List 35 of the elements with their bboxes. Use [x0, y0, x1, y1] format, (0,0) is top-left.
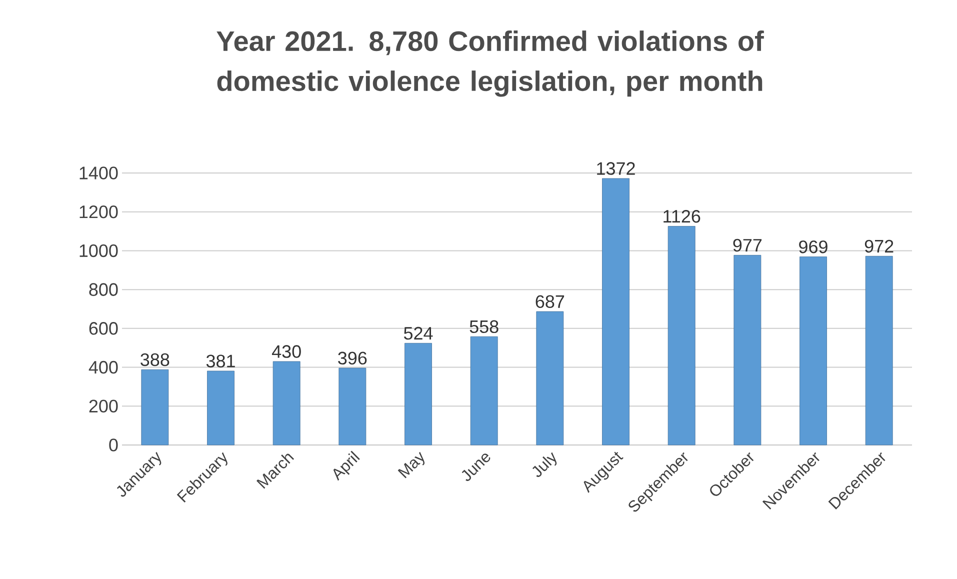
- data-label: 977: [733, 238, 762, 252]
- data-label: 524: [404, 326, 433, 340]
- data-label: 396: [338, 352, 367, 365]
- y-tick-label: 0: [109, 438, 118, 452]
- data-label: 972: [864, 240, 894, 253]
- data-label: 687: [536, 295, 564, 308]
- x-tick-label: July: [532, 452, 557, 477]
- data-label: 388: [140, 353, 170, 366]
- bar: [338, 368, 366, 446]
- bar: [536, 311, 564, 446]
- x-tick-label: May: [398, 452, 425, 478]
- data-label: 558: [470, 320, 498, 334]
- data-label: 1372: [597, 162, 635, 175]
- y-tick-label: 1200: [80, 205, 118, 218]
- bar: [602, 178, 630, 446]
- chart-title: Year 2021. 8,780 Confirmed violations of domestic violence legislation, per month: [216, 30, 764, 97]
- bar: [272, 361, 300, 446]
- y-tick-label: 800: [89, 283, 118, 296]
- data-label: 1126: [664, 210, 700, 223]
- bar: [865, 256, 893, 446]
- data-label: 381: [206, 354, 235, 368]
- bar: [207, 370, 234, 446]
- bar: [404, 342, 432, 446]
- bar: [668, 226, 696, 446]
- y-tick-label: 600: [89, 322, 118, 335]
- bar: [470, 336, 498, 446]
- bar: [141, 369, 169, 446]
- bar: [800, 256, 827, 446]
- y-tick-label: 1400: [80, 166, 118, 180]
- bar: [734, 254, 762, 446]
- data-label: 430: [272, 345, 301, 358]
- y-tick-label: 1000: [80, 244, 118, 258]
- data-label: 969: [799, 240, 828, 254]
- y-tick-label: 400: [88, 360, 118, 374]
- y-tick-label: 200: [89, 400, 118, 413]
